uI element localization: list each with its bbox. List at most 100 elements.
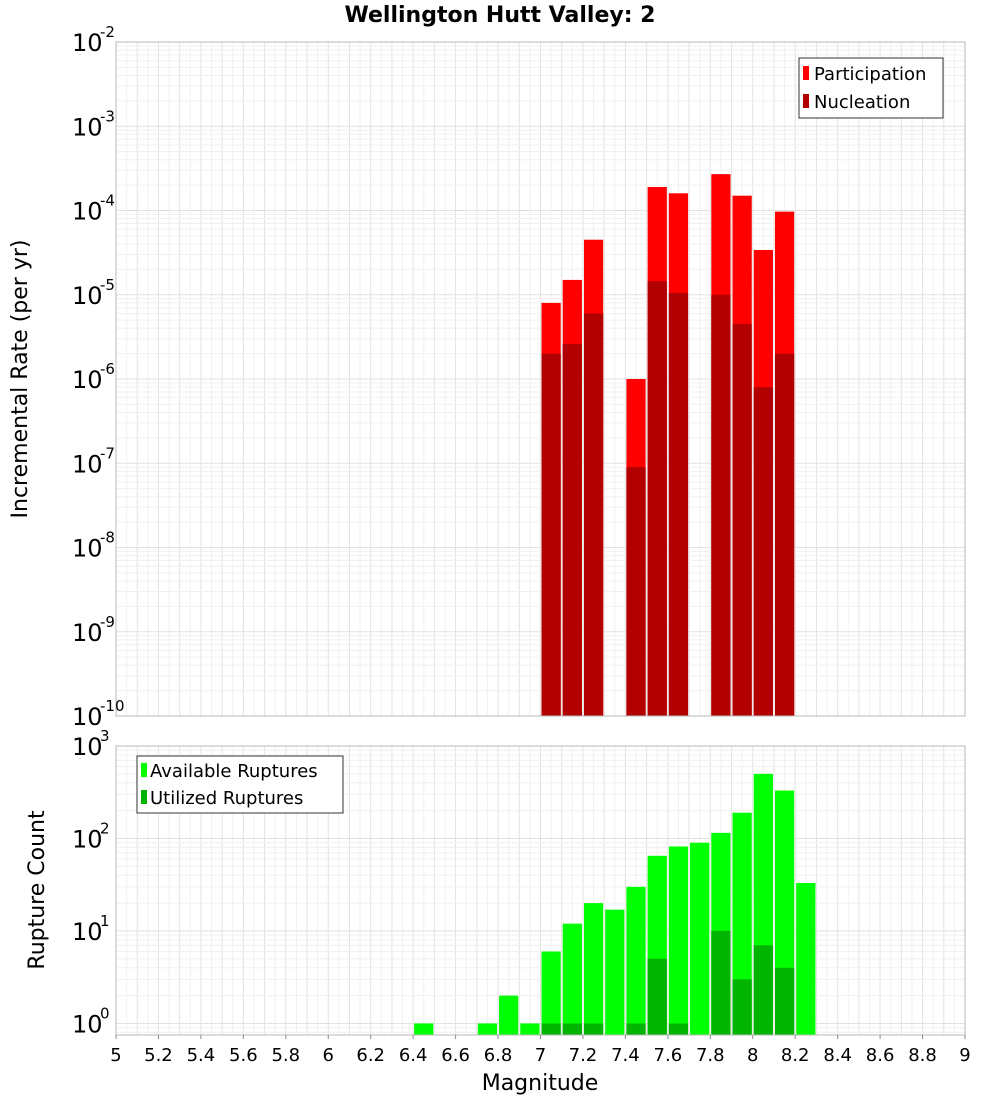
y-tick-label: 10 bbox=[72, 535, 103, 563]
x-axis-ticks: 5 5.2 5.4 5.6 5.8 6 6.2 6.4 6.6 6.8 7 7.2 7.4 7.6 7.8 8… bbox=[110, 1035, 971, 1066]
bottom-available-ruptures-bar bbox=[605, 909, 625, 1035]
legend-swatch-participation bbox=[803, 66, 809, 80]
y-tick-label: 10 bbox=[72, 198, 103, 226]
x-tick-label: 5.6 bbox=[229, 1045, 258, 1066]
bottom-utilized-ruptures-bar bbox=[732, 979, 752, 1035]
top-gridlines bbox=[115, 41, 966, 717]
bottom-utilized-ruptures-bar bbox=[583, 1023, 604, 1035]
y-tick-label: 10 bbox=[72, 619, 103, 647]
top-nucleation-bar bbox=[626, 467, 646, 716]
x-tick-label: 8.6 bbox=[866, 1045, 895, 1066]
top-nucleation-bar bbox=[753, 387, 773, 716]
bottom-available-ruptures-bar bbox=[541, 951, 561, 1035]
x-tick-label: 7 bbox=[535, 1045, 546, 1066]
bottom-available-ruptures-bar bbox=[796, 883, 816, 1035]
x-tick-label: 6.2 bbox=[356, 1045, 385, 1066]
bottom-available-ruptures-bar bbox=[562, 923, 582, 1035]
x-tick-label: 6.6 bbox=[441, 1045, 470, 1066]
top-panel: 10-210-310-410-510-610-710-810-910-10 In… bbox=[8, 23, 966, 731]
x-axis-label: Magnitude bbox=[482, 1071, 599, 1096]
bottom-available-ruptures-bar bbox=[499, 995, 519, 1035]
x-tick-label: 6.4 bbox=[399, 1045, 428, 1066]
x-tick-label: 5.2 bbox=[144, 1045, 173, 1066]
top-plot-frame bbox=[115, 41, 966, 717]
y-tick-label: 10 bbox=[72, 733, 103, 761]
bottom-utilized-ruptures-bar bbox=[647, 958, 667, 1035]
bottom-available-ruptures-bar bbox=[668, 846, 689, 1035]
bottom-utilized-ruptures-bar bbox=[711, 930, 731, 1035]
y-tick-exponent: 1 bbox=[100, 912, 110, 930]
y-tick-label: 10 bbox=[72, 1010, 103, 1038]
y-tick-exponent: -2 bbox=[100, 23, 115, 41]
top-legend: Participation Nucleation bbox=[798, 57, 944, 119]
top-nucleation-bar bbox=[668, 292, 689, 716]
y-tick-exponent: -4 bbox=[100, 192, 115, 210]
bottom-bars bbox=[414, 773, 816, 1035]
x-tick-label: 8 bbox=[747, 1045, 758, 1066]
bottom-utilized-ruptures-bar bbox=[774, 967, 795, 1035]
chart-title: Wellington Hutt Valley: 2 bbox=[345, 3, 656, 28]
x-tick-label: 5.4 bbox=[187, 1045, 216, 1066]
x-tick-label: 5.8 bbox=[271, 1045, 300, 1066]
x-tick-label: 7.8 bbox=[696, 1045, 725, 1066]
top-nucleation-bar bbox=[541, 353, 561, 716]
y-tick-exponent: 0 bbox=[100, 1004, 110, 1022]
bottom-legend-box bbox=[136, 755, 344, 814]
y-tick-exponent: -8 bbox=[100, 529, 115, 547]
bottom-utilized-ruptures-bar bbox=[562, 1023, 582, 1035]
x-tick-label: 9 bbox=[959, 1045, 970, 1066]
legend-label-participation: Participation bbox=[814, 64, 926, 85]
y-tick-label: 10 bbox=[72, 366, 103, 394]
bottom-available-ruptures-bar bbox=[690, 842, 710, 1035]
x-tick-label: 6 bbox=[323, 1045, 334, 1066]
y-tick-exponent: -7 bbox=[100, 444, 115, 462]
legend-swatch-utilized bbox=[141, 790, 147, 804]
top-nucleation-bar bbox=[774, 353, 795, 716]
top-nucleation-bar bbox=[562, 344, 582, 716]
y-tick-label: 10 bbox=[72, 918, 103, 946]
bottom-utilized-ruptures-bar bbox=[753, 945, 773, 1035]
bottom-available-ruptures-bar bbox=[414, 1023, 434, 1035]
bottom-available-ruptures-bar bbox=[477, 1023, 498, 1035]
x-tick-label: 8.4 bbox=[823, 1045, 852, 1066]
x-tick-label: 7.6 bbox=[654, 1045, 683, 1066]
y-tick-label: 10 bbox=[72, 450, 103, 478]
bottom-y-axis-label: Rupture Count bbox=[25, 810, 50, 970]
y-tick-exponent: -3 bbox=[100, 107, 115, 125]
x-tick-label: 5 bbox=[110, 1045, 121, 1066]
top-y-ticks: 10-210-310-410-510-610-710-810-910-10 bbox=[72, 23, 125, 731]
x-tick-label: 6.8 bbox=[484, 1045, 513, 1066]
x-tick-label: 7.4 bbox=[611, 1045, 640, 1066]
y-tick-exponent: -10 bbox=[100, 697, 125, 715]
bottom-available-ruptures-bar bbox=[520, 1023, 540, 1035]
y-tick-exponent: -5 bbox=[100, 276, 115, 294]
top-nucleation-bar bbox=[732, 323, 752, 716]
y-tick-label: 10 bbox=[72, 29, 103, 57]
y-tick-label: 10 bbox=[72, 703, 103, 731]
top-bars bbox=[541, 174, 795, 717]
top-nucleation-bar bbox=[711, 294, 731, 716]
top-nucleation-bar bbox=[583, 313, 604, 716]
legend-swatch-nucleation bbox=[803, 94, 809, 108]
top-y-axis-label: Incremental Rate (per yr) bbox=[8, 240, 33, 519]
top-legend-box bbox=[798, 57, 944, 119]
y-tick-label: 10 bbox=[72, 282, 103, 310]
legend-label-utilized: Utilized Ruptures bbox=[150, 788, 303, 809]
y-tick-exponent: 3 bbox=[100, 727, 110, 745]
y-tick-exponent: -6 bbox=[100, 360, 115, 378]
bottom-utilized-ruptures-bar bbox=[668, 1023, 689, 1035]
x-tick-label: 7.2 bbox=[569, 1045, 598, 1066]
bottom-legend: Available Ruptures Utilized Ruptures bbox=[136, 755, 344, 814]
bottom-available-ruptures-bar bbox=[583, 903, 604, 1035]
y-tick-exponent: 2 bbox=[100, 819, 110, 837]
bottom-utilized-ruptures-bar bbox=[626, 1023, 646, 1035]
legend-swatch-available bbox=[141, 763, 147, 777]
y-tick-exponent: -9 bbox=[100, 613, 115, 631]
y-tick-label: 10 bbox=[72, 113, 103, 141]
bottom-available-ruptures-bar bbox=[626, 886, 646, 1035]
legend-label-available: Available Ruptures bbox=[150, 761, 318, 782]
legend-label-nucleation: Nucleation bbox=[814, 92, 910, 113]
x-tick-label: 8.2 bbox=[781, 1045, 810, 1066]
